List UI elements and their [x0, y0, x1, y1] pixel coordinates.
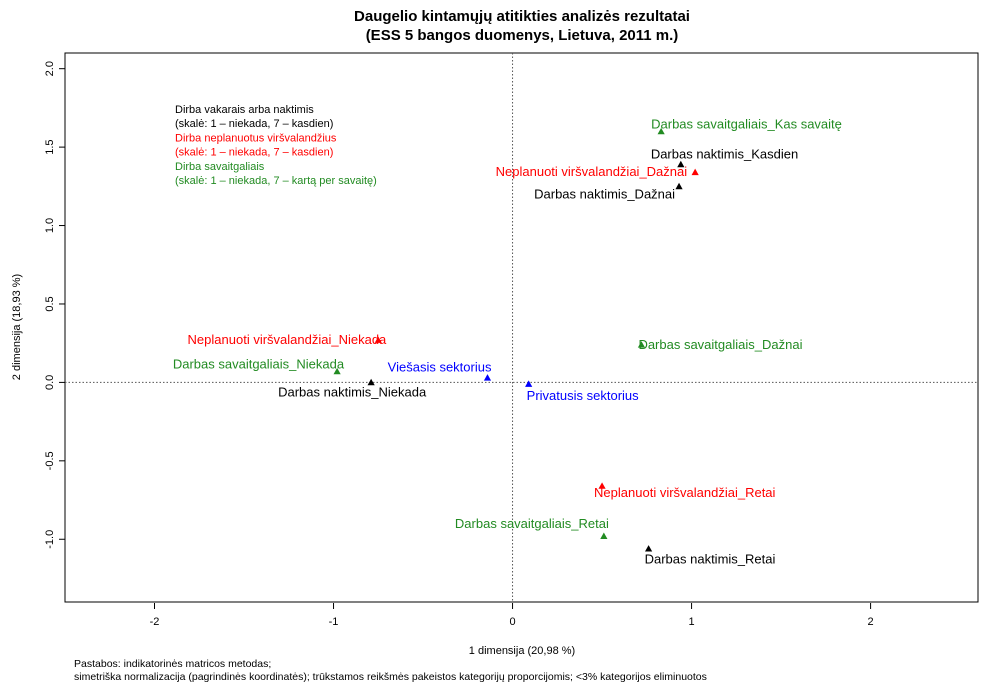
chart-title-line-1: Daugelio kintamųjų atitikties analizės r… [354, 8, 690, 25]
point-label: Darbas savaitgaliais_Kas savaitę [651, 116, 842, 131]
point-marker [483, 374, 492, 381]
point-marker [367, 378, 375, 386]
x-axis-title: 1 dimensija (20,98 %) [469, 645, 575, 657]
point-marker [525, 380, 533, 387]
point-label: Viešasis sektorius [388, 360, 492, 375]
point-label: Darbas savaitgaliais_Dažnai [638, 337, 802, 352]
point-label: Neplanuoti viršvalandžiai_Dažnai [496, 164, 688, 179]
point-marker [637, 341, 646, 348]
legend-line: (skalė: 1 – niekada, 7 – kartą per savai… [175, 175, 377, 187]
legend: Dirba vakarais arba naktimis (skalė: 1 – … [175, 104, 377, 187]
point-label: Neplanuoti viršvalandžiai_Niekada [188, 332, 387, 347]
x-tick-label: 1 [689, 616, 695, 628]
point-label: Darbas savaitgaliais_Retai [455, 516, 609, 531]
y-tick-label: 2.0 [44, 61, 56, 76]
y-tick-label: 0.5 [44, 296, 56, 311]
y-tick-label: 1.5 [44, 139, 56, 154]
point-marker [691, 168, 699, 176]
x-axis: -2 -1 0 1 2 [150, 603, 874, 628]
plot-frame [64, 52, 979, 603]
point-label: Privatusis sektorius [527, 388, 639, 403]
point-marker [598, 482, 606, 489]
legend-line: (skalė: 1 – niekada, 7 – kasdien) [175, 118, 333, 130]
point-label: Neplanuoti viršvalandžiai_Retai [594, 485, 775, 500]
point-marker [675, 182, 683, 190]
point-marker [645, 545, 653, 552]
legend-line: Dirba neplanuotus viršvalandžius [175, 132, 337, 144]
y-tick-label: 1.0 [44, 218, 56, 233]
point-marker [657, 127, 665, 135]
point-label: Darbas naktimis_Niekada [278, 384, 427, 399]
note-line-2: simetriška normalizacija (pagrindinės ko… [74, 671, 707, 683]
point-label: Darbas naktimis_Kasdien [651, 146, 798, 161]
point-label: Darbas naktimis_Retai [645, 552, 776, 567]
y-axis-title: 2 dimensija (18,93 %) [11, 274, 23, 380]
point-marker [600, 532, 608, 539]
point-marker [333, 367, 341, 375]
legend-line: Dirba savaitgaliais [175, 161, 265, 173]
y-tick-label: -1.0 [44, 530, 56, 549]
legend-line: Dirba vakarais arba naktimis [175, 104, 314, 116]
y-tick-label: -0.5 [44, 451, 56, 470]
y-tick-label: 0.0 [44, 375, 56, 390]
data-points: Darbas savaitgaliais_Kas savaitę Darbas n… [173, 116, 842, 566]
x-tick-label: 2 [868, 616, 874, 628]
reference-lines [65, 53, 978, 602]
x-tick-label: 0 [509, 616, 515, 628]
y-axis: -1.0 -0.5 0.0 0.5 1.0 1.5 2.0 [44, 61, 65, 549]
chart-title-line-2: (ESS 5 bangos duomenys, Lietuva, 2011 m.… [366, 27, 679, 44]
x-tick-label: -2 [150, 616, 160, 628]
note-line-1: Pastabos: indikatorinės matricos metodas… [74, 658, 271, 670]
point-marker [677, 160, 685, 168]
point-marker [374, 336, 382, 343]
x-tick-label: -1 [329, 616, 339, 628]
point-label: Darbas naktimis_Dažnai [534, 186, 675, 201]
legend-line: (skalė: 1 – niekada, 7 – kasdien) [175, 147, 333, 159]
point-label: Darbas savaitgaliais_Niekada [173, 356, 345, 371]
